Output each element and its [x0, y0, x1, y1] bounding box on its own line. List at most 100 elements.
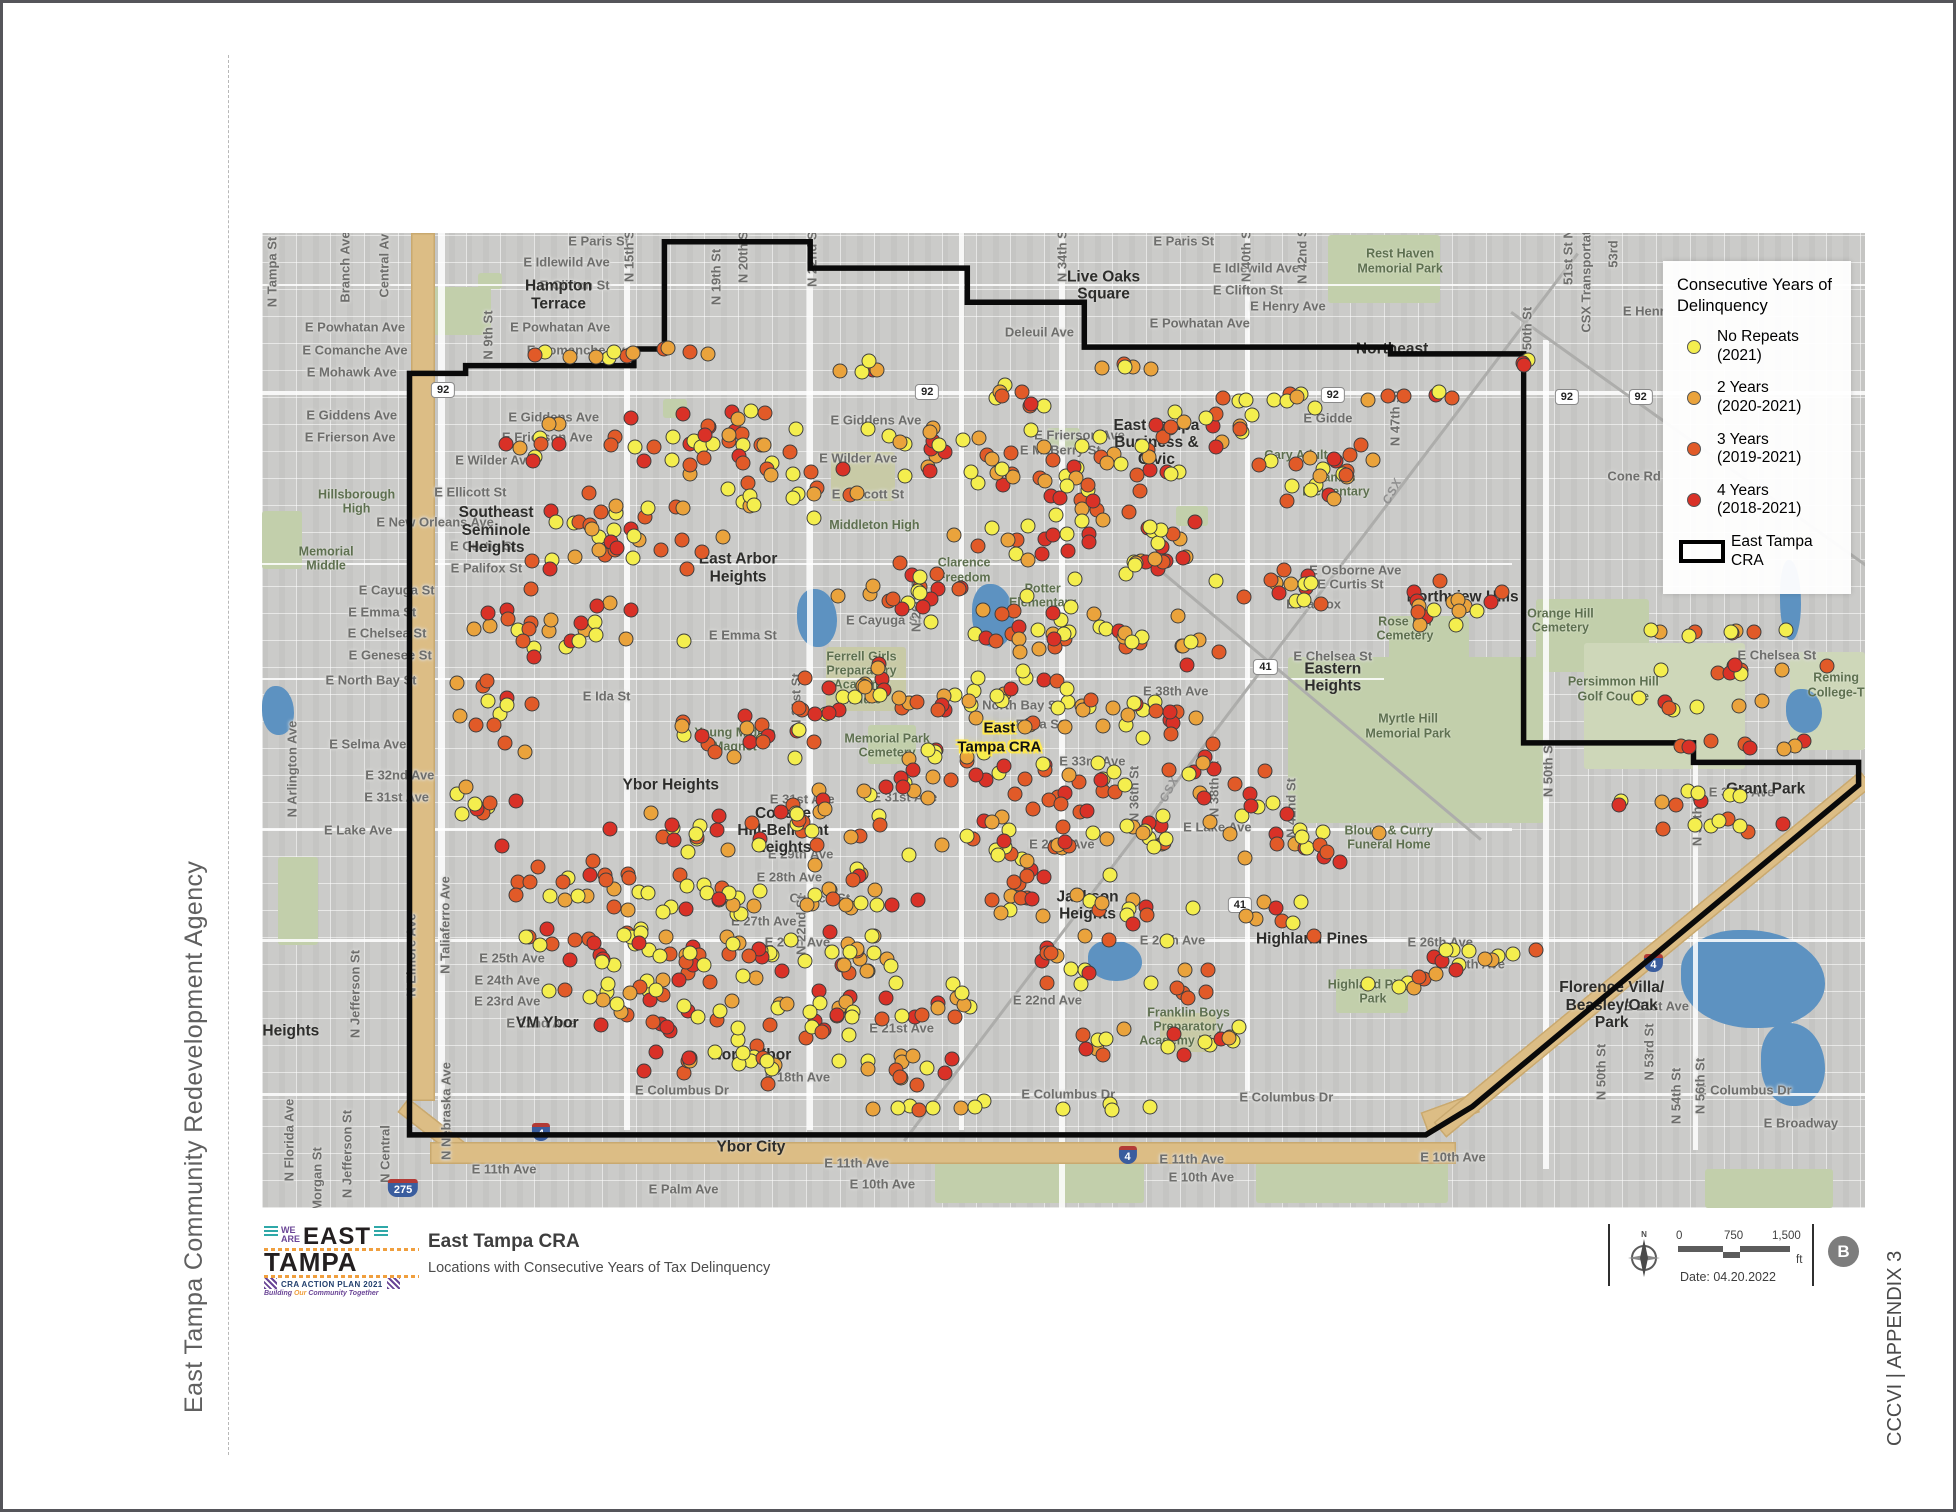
delinquency-dot	[602, 595, 618, 611]
delinquency-dot	[739, 720, 755, 736]
place-label: Memorial Middle	[298, 544, 354, 573]
delinquency-dot	[779, 996, 795, 1012]
delinquency-dot	[1774, 662, 1790, 678]
street-label-vertical: N Central	[377, 1125, 393, 1184]
delinquency-dot	[1093, 772, 1109, 788]
street-label-vertical: N 50th St	[1540, 741, 1556, 798]
delinquency-dot	[1039, 975, 1055, 991]
place-label: Middleton High	[829, 517, 920, 532]
delinquency-dot	[1302, 450, 1318, 465]
delinquency-dot	[1469, 603, 1485, 619]
delinquency-dot	[1727, 657, 1743, 673]
delinquency-dot	[1380, 388, 1396, 404]
delinquency-dot	[735, 455, 751, 471]
delinquency-dot	[807, 857, 823, 873]
delinquency-dot	[730, 1020, 746, 1036]
scale-unit: ft	[1796, 1254, 1803, 1266]
delinquency-dot	[785, 466, 801, 482]
delinquency-dot	[1183, 634, 1199, 650]
street-label: E Lake Ave	[323, 822, 393, 838]
delinquency-dot	[551, 436, 567, 452]
delinquency-dot	[804, 823, 820, 839]
appendix-vertical-text: CCCVI | APPENDIX 3	[1884, 1250, 1906, 1446]
delinquency-dot	[674, 718, 690, 734]
delinquency-dot	[1198, 984, 1214, 1000]
delinquency-dot	[640, 500, 656, 516]
delinquency-dot	[994, 606, 1010, 622]
delinquency-dot	[1391, 979, 1407, 994]
delinquency-dot	[905, 1048, 921, 1064]
delinquency-dot	[878, 779, 894, 795]
scale-0: 0	[1676, 1230, 1683, 1242]
delinquency-dot	[1257, 763, 1273, 779]
street-label: E Wilder Ave	[819, 450, 898, 466]
delinquency-dot	[1196, 790, 1212, 806]
delinquency-dot	[748, 970, 764, 986]
delinquency-dot	[497, 735, 513, 751]
delinquency-dot	[1020, 518, 1036, 534]
delinquency-dot	[955, 432, 971, 448]
delinquency-dot	[1654, 794, 1670, 810]
delinquency-dot	[1269, 836, 1285, 852]
delinquency-dot	[1742, 740, 1758, 756]
legend-item-4-years: 4 Years (2018-2021)	[1677, 482, 1841, 519]
delinquency-dot	[1412, 617, 1428, 633]
legend-item-no-repeats: No Repeats (2021)	[1677, 328, 1841, 365]
delinquency-dot	[743, 403, 759, 419]
delinquency-dot	[885, 591, 901, 607]
neighborhood-label: Ybor City	[716, 1137, 786, 1155]
delinquency-dot	[789, 806, 805, 822]
delinquency-dot	[532, 937, 548, 952]
delinquency-dot	[1643, 622, 1659, 638]
delinquency-dot	[759, 1053, 775, 1069]
delinquency-dot	[1185, 900, 1201, 916]
delinquency-dot	[751, 837, 767, 853]
delinquency-dot	[541, 983, 557, 999]
delinquency-dot	[602, 821, 618, 837]
delinquency-dot	[1661, 700, 1677, 716]
delinquency-dot	[856, 783, 872, 799]
delinquency-dot	[1731, 698, 1747, 714]
delinquency-dot	[1035, 756, 1051, 772]
delinquency-dot	[676, 998, 692, 1014]
delinquency-dot	[872, 817, 888, 833]
delinquency-dot	[1494, 584, 1510, 600]
delinquency-dot	[1055, 1101, 1070, 1117]
delinquency-dot	[1007, 786, 1023, 802]
street-label: E 11th Ave	[471, 1161, 537, 1177]
delinquency-dot	[859, 963, 875, 979]
delinquency-dot	[1631, 690, 1647, 706]
delinquency-dot	[524, 553, 540, 569]
delinquency-dot	[1293, 894, 1309, 910]
delinquency-dot	[712, 1003, 728, 1019]
delinquency-dot	[1371, 825, 1387, 841]
delinquency-dot	[1150, 535, 1166, 551]
street-label-vertical: N Arlington Ave	[284, 720, 300, 818]
street-label-vertical: N Tampa St	[264, 236, 280, 308]
delinquency-dot	[1086, 606, 1102, 622]
delinquency-dot	[1477, 951, 1493, 967]
delinquency-dot	[622, 985, 638, 1001]
street-label-vertical: N Nebraska Ave	[438, 1061, 454, 1160]
delinquency-dot	[696, 450, 712, 466]
street-label-vertical: N 40th St	[1238, 233, 1254, 283]
map-title: East Tampa CRA	[428, 1231, 580, 1252]
street-label-vertical: N Florida Ave	[281, 1098, 297, 1182]
delinquency-dot	[643, 805, 659, 821]
delinquency-dot	[1132, 483, 1148, 499]
delinquency-dot	[1075, 1027, 1091, 1043]
delinquency-dot	[757, 405, 773, 421]
delinquency-dot	[721, 427, 737, 443]
street-label-vertical: N 54th St	[1668, 1067, 1684, 1125]
delinquency-dot	[517, 744, 533, 760]
delinquency-dot	[1232, 421, 1248, 437]
delinquency-dot	[954, 985, 970, 1001]
interstate-shield: 4	[531, 1122, 550, 1141]
delinquency-dot	[1098, 1031, 1114, 1047]
us-route-shield: 92	[1320, 386, 1345, 403]
delinquency-dot	[606, 344, 622, 360]
delinquency-dot	[1775, 816, 1791, 832]
map-canvas[interactable]: East Tampa CRA Consecutive Years of Deli…	[262, 233, 1865, 1208]
delinquency-dot	[1055, 819, 1071, 835]
delinquency-dot	[1426, 602, 1442, 618]
